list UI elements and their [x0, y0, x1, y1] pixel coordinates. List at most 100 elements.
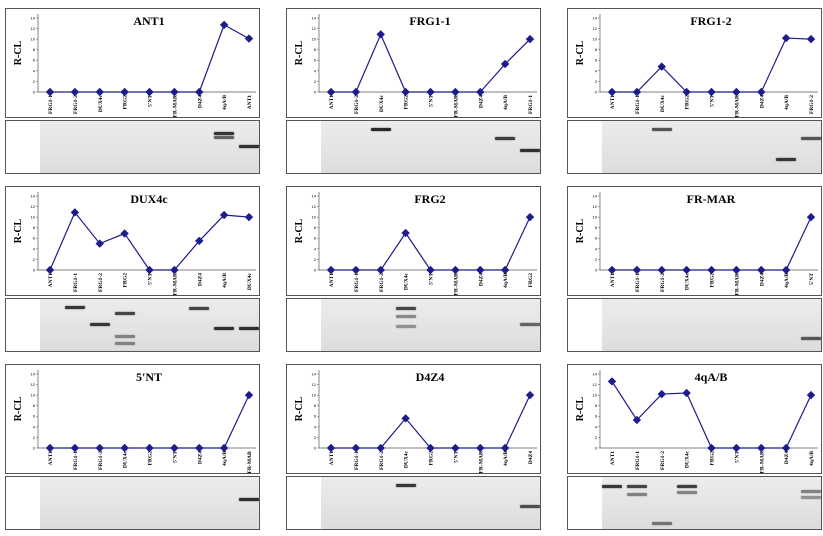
x-tick-label: FRG2: [528, 273, 534, 288]
data-point-marker: [732, 87, 741, 97]
chart-title: 5'NT: [136, 370, 162, 384]
y-tick-label: 14: [31, 193, 36, 198]
chart-panel: 0 2 4 6 8 10 12 14 R-CL D4Z4 ANT1 FRG1-1 FRG1-2 DUX4c…: [286, 364, 541, 532]
data-point-marker: [219, 20, 229, 30]
data-point-marker: [95, 443, 105, 453]
gel-band: [626, 493, 647, 497]
x-tick-label: FRG2: [710, 273, 716, 288]
data-point-marker: [351, 265, 361, 275]
data-point-marker: [376, 265, 386, 275]
gel-lanes: [602, 121, 821, 173]
data-point-marker: [657, 389, 667, 399]
x-tick-label: FRG1-2: [379, 273, 385, 292]
gel-band: [214, 136, 235, 140]
x-tick-label: FR-MAR: [734, 94, 740, 117]
x-tick-label: D4Z4: [784, 451, 790, 464]
data-point-marker: [194, 443, 204, 453]
x-tick-label: 4qA/B: [784, 273, 790, 288]
gel-band: [395, 306, 416, 310]
y-tick-label: 0: [33, 445, 36, 450]
gel-band: [189, 306, 210, 310]
x-tick-label: FRG1-1: [528, 95, 534, 114]
gel-band: [239, 144, 259, 148]
data-point-marker: [351, 87, 361, 97]
y-tick-label: 8: [595, 47, 598, 52]
data-point-marker: [326, 87, 336, 97]
y-tick-label: 6: [33, 414, 36, 419]
y-axis-label: R-CL: [294, 396, 305, 421]
gel-image: [5, 120, 260, 174]
gel-band: [114, 341, 135, 345]
data-point-marker: [244, 390, 254, 400]
x-tick-label: ANT1: [48, 273, 54, 288]
data-point-marker: [475, 87, 485, 97]
x-tick-label: ANT1: [610, 95, 616, 110]
x-tick-label: 5'NT: [148, 95, 154, 107]
gel-band: [676, 491, 697, 494]
y-tick-label: 4: [33, 246, 36, 251]
data-point-marker: [326, 265, 336, 275]
y-tick-label: 0: [595, 267, 598, 272]
data-point-marker: [120, 443, 129, 453]
y-tick-label: 8: [314, 47, 317, 52]
x-tick-label: FRG2: [123, 95, 129, 110]
chart-panel: 0 2 4 6 8 10 12 14 R-CL FRG2 ANT1 FRG1-1 FRG1-2 DUX4c…: [286, 186, 541, 354]
x-tick-label: FRG1-2: [379, 451, 385, 470]
data-point-marker: [756, 265, 766, 275]
x-tick-label: ANT1: [329, 451, 335, 466]
x-tick-label: FRG1-2: [660, 451, 666, 470]
data-point-marker: [707, 265, 716, 275]
x-tick-label: FR-MAR: [172, 272, 178, 295]
data-point-marker: [632, 415, 642, 425]
x-tick-label: FRG2: [710, 451, 716, 466]
y-axis-label: R-CL: [13, 40, 24, 65]
x-tick-label: FRG2: [685, 95, 691, 110]
y-tick-label: 14: [31, 15, 36, 20]
data-point-marker: [500, 265, 510, 275]
y-tick-label: 6: [314, 58, 317, 63]
line-chart: 0 2 4 6 8 10 12 14 R-CL FRG1-2 ANT1 FRG1-1 DUX4c FRG2…: [575, 14, 818, 117]
gel-band: [651, 522, 672, 526]
plot-frame: [286, 8, 541, 118]
y-tick-label: 10: [31, 393, 36, 398]
x-tick-label: FRG1-1: [73, 273, 79, 292]
chart-title: ANT1: [133, 14, 164, 28]
series-line: [331, 394, 531, 449]
gel-image: [567, 120, 822, 174]
chart-title: D4Z4: [416, 370, 445, 384]
chart-panel: 0 2 4 6 8 10 12 14 R-CL ANT1 FRG1-1 FRG1-2 DUX4c FRG2…: [5, 8, 260, 176]
gel-band: [214, 327, 235, 331]
y-tick-label: 0: [595, 89, 598, 94]
data-point-marker: [451, 87, 460, 97]
x-tick-label: FRG2: [148, 451, 154, 466]
y-tick-label: 2: [33, 79, 36, 84]
gel-image: [567, 298, 822, 352]
data-point-marker: [326, 443, 336, 453]
data-point-marker: [707, 87, 716, 97]
data-point-marker: [682, 87, 691, 97]
y-tick-label: 8: [314, 403, 317, 408]
x-tick-label: FRG1-1: [48, 95, 54, 114]
series-line: [50, 394, 250, 449]
data-point-marker: [732, 443, 741, 453]
x-tick-label: FRG1-2: [660, 273, 666, 292]
gel-image: [286, 476, 541, 530]
data-point-marker: [682, 265, 691, 275]
data-point-marker: [657, 265, 667, 275]
y-tick-label: 8: [33, 403, 36, 408]
chart-panel: 0 2 4 6 8 10 12 14 R-CL 5'NT ANT1 FRG1-1 FRG1-2 DUX4c…: [5, 364, 260, 532]
data-point-marker: [657, 62, 667, 71]
y-tick-label: 4: [33, 68, 36, 73]
series-line: [331, 32, 531, 93]
line-chart: 0 2 4 6 8 10 12 14 R-CL 5'NT ANT1 FRG1-1 FRG1-2 DUX4c…: [13, 370, 256, 473]
gel-image: [5, 476, 260, 530]
y-tick-label: 2: [314, 257, 317, 262]
y-tick-label: 12: [593, 382, 598, 387]
y-tick-label: 2: [595, 435, 598, 440]
x-tick-label: D4Z4: [197, 451, 203, 464]
gel-band: [395, 315, 416, 319]
data-point-marker: [376, 30, 386, 39]
x-tick-label: 4qA/B: [503, 95, 509, 110]
data-point-marker: [607, 265, 617, 275]
data-point-marker: [607, 87, 617, 97]
